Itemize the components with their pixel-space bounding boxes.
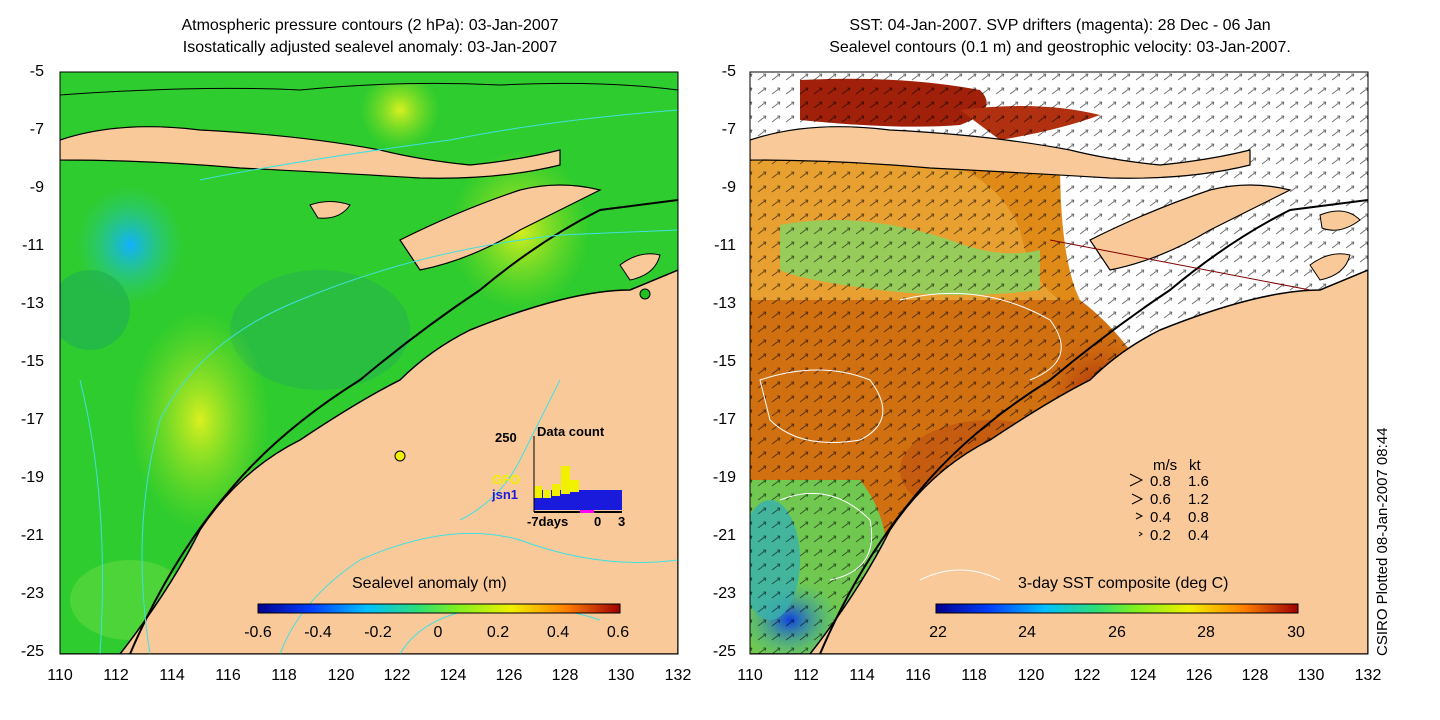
- lon-tick: 126: [1185, 667, 1213, 684]
- plot-credit: CSIRO Plotted 08-Jan-2007 08:44: [1374, 427, 1391, 656]
- lon-tick: 126: [495, 667, 523, 684]
- sst-tick: 26: [1108, 624, 1126, 641]
- lat-tick: -5: [721, 63, 736, 80]
- sst-tick: 30: [1287, 624, 1305, 641]
- velocity-header-kt: kt: [1189, 457, 1201, 474]
- lon-tick: 110: [47, 667, 73, 684]
- lon-tick: 128: [1241, 667, 1269, 684]
- left-title-line1: Atmospheric pressure contours (2 hPa): 0…: [181, 17, 559, 34]
- velocity-kt: 0.4: [1188, 527, 1209, 544]
- lat-tick: -17: [20, 411, 44, 428]
- lat-tick: -7: [29, 121, 44, 138]
- lon-tick: 130: [607, 667, 635, 684]
- inset-title: Data count: [537, 424, 605, 439]
- lon-tick: 128: [551, 667, 579, 684]
- lat-tick: -13: [712, 295, 736, 312]
- sla-colorbar-title: Sealevel anomaly (m): [352, 575, 507, 592]
- sst-colorbar-title: 3-day SST composite (deg C): [1018, 575, 1229, 592]
- velocity-kt: 1.2: [1188, 491, 1209, 508]
- lon-tick: 118: [961, 667, 987, 684]
- lat-tick: -21: [712, 527, 736, 544]
- sla-tick: -0.2: [364, 624, 392, 641]
- velocity-legend-arrows: [1129, 473, 1144, 537]
- lat-tick: -15: [712, 353, 736, 370]
- sla-tick: -0.4: [304, 624, 332, 641]
- lat-tick: -11: [714, 237, 736, 254]
- lat-tick: -9: [721, 179, 736, 196]
- inset-max-label: 250: [495, 430, 517, 445]
- lon-tick: 112: [103, 667, 129, 684]
- lon-tick: 122: [383, 667, 411, 684]
- lat-tick: -19: [712, 469, 736, 486]
- velocity-ms: 0.8: [1150, 473, 1171, 490]
- sla-colorbar: [257, 603, 621, 614]
- lat-tick: -5: [29, 63, 44, 80]
- lat-tick: -23: [712, 585, 736, 602]
- lon-tick: 124: [439, 667, 467, 684]
- lat-tick: -13: [20, 295, 44, 312]
- sst-colorbar: [935, 603, 1299, 614]
- lat-tick: -19: [20, 469, 44, 486]
- lon-tick: 124: [1129, 667, 1157, 684]
- data-count-histogram: [533, 436, 622, 513]
- lat-tick: -25: [20, 643, 44, 660]
- lon-tick: 132: [664, 667, 692, 684]
- sla-tick: 0.6: [606, 624, 630, 641]
- lon-tick: 114: [159, 667, 185, 684]
- lon-tick: 122: [1073, 667, 1101, 684]
- sst-tick: 28: [1197, 624, 1215, 641]
- sla-tick: 0: [433, 624, 443, 641]
- right-title-line1: SST: 04-Jan-2007. SVP drifters (magenta)…: [849, 17, 1271, 34]
- lon-tick: 118: [271, 667, 297, 684]
- lon-tick: 114: [849, 667, 875, 684]
- lat-tick: -11: [22, 237, 44, 254]
- inset-xlabel-right: 3: [618, 514, 626, 529]
- gfo-label: GFO: [492, 472, 521, 487]
- inset-xlabel-mid: 0: [594, 514, 602, 529]
- lon-tick: 112: [793, 667, 819, 684]
- lon-tick: 130: [1297, 667, 1325, 684]
- sla-tick: 0.4: [546, 624, 570, 641]
- lat-tick: -15: [20, 353, 44, 370]
- lon-tick: 132: [1354, 667, 1382, 684]
- sla-tick: -0.6: [244, 624, 272, 641]
- lon-tick: 120: [1017, 667, 1045, 684]
- velocity-ms: 0.2: [1150, 527, 1171, 544]
- velocity-ms: 0.6: [1150, 491, 1171, 508]
- right-title-line2: Sealevel contours (0.1 m) and geostrophi…: [829, 39, 1291, 56]
- jsn1-label: jsn1: [492, 487, 519, 502]
- left-map: [60, 72, 678, 654]
- velocity-header-ms: m/s: [1153, 457, 1178, 474]
- sst-tick: 24: [1018, 624, 1036, 641]
- lat-tick: -7: [721, 121, 736, 138]
- right-map: [750, 72, 1368, 654]
- lat-tick: -25: [712, 643, 736, 660]
- velocity-ms: 0.4: [1150, 509, 1171, 526]
- inset-xlabel-left: -7days: [527, 514, 569, 529]
- lat-tick: -23: [20, 585, 44, 602]
- left-title-line2: Isostatically adjusted sealevel anomaly:…: [182, 39, 558, 56]
- lat-tick: -21: [20, 527, 44, 544]
- lat-tick: -9: [29, 179, 44, 196]
- sst-tick: 22: [929, 624, 947, 641]
- lon-tick: 116: [905, 667, 931, 684]
- lat-tick: -17: [712, 411, 736, 428]
- lon-tick: 116: [215, 667, 241, 684]
- sla-tick: 0.2: [486, 624, 510, 641]
- lon-tick: 120: [327, 667, 355, 684]
- velocity-kt: 0.8: [1188, 509, 1209, 526]
- velocity-kt: 1.6: [1188, 473, 1209, 490]
- lon-tick: 110: [737, 667, 763, 684]
